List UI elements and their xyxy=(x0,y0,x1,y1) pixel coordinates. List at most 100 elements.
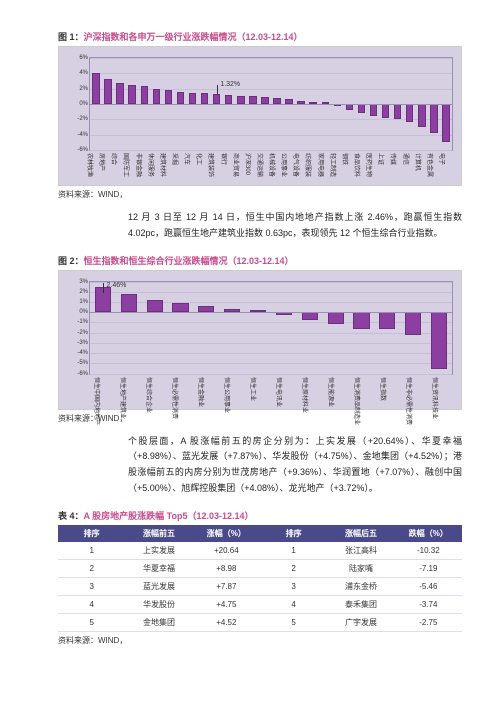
table-row: 5金地集团+4.525广宇发展-2.75 xyxy=(58,613,462,631)
table-body: 1上实发展+20.641张江高科-10.322华夏幸福+8.982陆家嘴-7.1… xyxy=(58,542,462,632)
x-label: 恒生指数 xyxy=(379,377,388,401)
table-header-cell: 涨幅后五 xyxy=(327,525,394,542)
annotation-label: 1.32% xyxy=(220,81,240,88)
bar xyxy=(249,96,256,104)
table-cell: 泰禾集团 xyxy=(327,595,394,613)
gridline xyxy=(90,322,452,323)
table-header-cell: 跌幅（%） xyxy=(395,525,462,542)
table-cell: 上实发展 xyxy=(125,542,192,560)
bar xyxy=(431,312,447,369)
y-tick-label: -5% xyxy=(77,360,88,366)
bar xyxy=(165,90,172,104)
x-label: 通信 xyxy=(402,153,411,165)
y-tick-label: 3% xyxy=(79,279,88,285)
fig1-title: 图 1：沪深指数和各申万一级行业涨跌幅情况（12.03-12.14） xyxy=(58,30,462,43)
x-label: 食品饮料 xyxy=(353,153,362,177)
fig1-chart: -6%-4%-2%0%2%4%6%1.32%农林牧渔房地产综合国防军工非银金融休… xyxy=(58,46,462,186)
x-label: 综合 xyxy=(110,153,119,165)
bar xyxy=(201,93,208,104)
table-cell: 蓝光发展 xyxy=(125,577,192,595)
table-cell: 3 xyxy=(260,577,327,595)
bar xyxy=(405,312,421,334)
x-label: 建筑装饰 xyxy=(207,153,216,177)
table-cell: +20.64 xyxy=(193,542,260,560)
zero-line xyxy=(90,104,452,105)
gridline xyxy=(90,353,452,354)
x-label: 恒生公用事业 xyxy=(223,377,232,413)
table-cell: -5.46 xyxy=(395,577,462,595)
bar xyxy=(147,300,163,312)
table-header-cell: 涨幅前五 xyxy=(125,525,192,542)
table-title: 表 4：A 股房地产股涨跌幅 Top5（12.03-12.14） xyxy=(58,509,462,522)
plot-area: -6%-4%-2%0%2%4%6%1.32% xyxy=(89,57,453,151)
y-tick-label: -3% xyxy=(77,340,88,346)
y-tick-label: -1% xyxy=(77,319,88,325)
x-label: 恒生工业 xyxy=(249,377,258,401)
bar xyxy=(213,94,220,104)
bar xyxy=(128,85,135,104)
y-tick-label: -4% xyxy=(77,132,88,138)
annotation-label: 2.46% xyxy=(107,282,127,289)
paragraph-1: 12 月 3 日至 12 月 14 日，恒生中国内地地产指数上涨 2.46%，跑… xyxy=(128,210,462,242)
gridline xyxy=(90,363,452,364)
x-label: 农林牧渔 xyxy=(86,153,95,177)
x-label: 医药生物 xyxy=(365,153,374,177)
table-cell: 5 xyxy=(58,613,125,631)
x-label: 公用事业 xyxy=(280,153,289,177)
paragraph-2: 个股层面，A 股涨幅前五的房企分别为：上实发展（+20.64%）、华夏幸福（+8… xyxy=(128,434,462,497)
table-cell: 4 xyxy=(58,595,125,613)
table-cell: +4.52 xyxy=(193,613,260,631)
x-labels: 农林牧渔房地产综合国防军工非银金融休闲服务建筑材料采掘汽车化工建筑装饰银行商业贸… xyxy=(89,151,453,189)
y-tick-label: -2% xyxy=(77,330,88,336)
zero-line xyxy=(90,312,452,313)
y-tick-label: -2% xyxy=(77,116,88,122)
gridline xyxy=(90,119,452,120)
bar xyxy=(237,96,244,104)
bar xyxy=(442,104,449,142)
table-cell: 4 xyxy=(260,595,327,613)
x-label: 恒生非必需性消费 xyxy=(405,377,414,425)
table-cell: -2.75 xyxy=(395,613,462,631)
bar xyxy=(116,83,123,104)
x-label: 家用电器 xyxy=(317,153,326,177)
x-label: 恒生中国内地地产 xyxy=(93,377,102,425)
bar xyxy=(430,104,437,133)
table-cell: 1 xyxy=(58,542,125,560)
gridline xyxy=(90,282,452,283)
y-tick-label: -4% xyxy=(77,350,88,356)
table-header-cell: 排序 xyxy=(58,525,125,542)
x-label: 建筑材料 xyxy=(159,153,168,177)
x-label: 恒生金融业 xyxy=(197,377,206,407)
bar xyxy=(302,312,318,320)
table-cell: -10.32 xyxy=(395,542,462,560)
table-cell: -3.74 xyxy=(395,595,462,613)
x-label: 轻工制造 xyxy=(329,153,338,177)
x-label: 房地产 xyxy=(98,153,107,171)
fig2-chart: -6%-5%-4%-3%-2%-1%0%1%2%3%2.46%恒生中国内地地产恒… xyxy=(58,270,462,410)
table-cell: 张江高科 xyxy=(327,542,394,560)
x-label: 恒生电讯业 xyxy=(275,377,284,407)
gridline xyxy=(90,302,452,303)
table-cell: 2 xyxy=(58,559,125,577)
x-label: 非银金融 xyxy=(135,153,144,177)
table-cell: 5 xyxy=(260,613,327,631)
bar xyxy=(379,312,395,328)
fig2-prefix: 图 2： xyxy=(58,256,84,266)
y-tick-label: 0% xyxy=(79,101,88,107)
bar xyxy=(172,303,188,312)
table-cell: +4.75 xyxy=(193,595,260,613)
fig2-title-text: 恒生指数和恒生综合行业涨跌幅情况（12.03-12.14） xyxy=(84,256,294,266)
table-row: 2华夏幸福+8.982陆家嘴-7.19 xyxy=(58,559,462,577)
fig1-prefix: 图 1： xyxy=(58,32,84,42)
x-label: 汽车 xyxy=(183,153,192,165)
x-label: 钢铁 xyxy=(341,153,350,165)
page-root: 图 1：沪深指数和各申万一级行业涨跌幅情况（12.03-12.14） -6%-4… xyxy=(0,0,500,686)
gridline xyxy=(90,58,452,59)
table-cell: 1 xyxy=(260,542,327,560)
table-cell: 3 xyxy=(58,577,125,595)
table-cell: 华发股份 xyxy=(125,595,192,613)
x-label: 银行 xyxy=(220,153,229,165)
x-labels: 恒生中国内地地产恒生地产建筑业恒生综合企业恒生必需性消费恒生金融业恒生公用事业恒… xyxy=(89,375,453,413)
bar xyxy=(418,104,425,127)
gridline xyxy=(90,135,452,136)
